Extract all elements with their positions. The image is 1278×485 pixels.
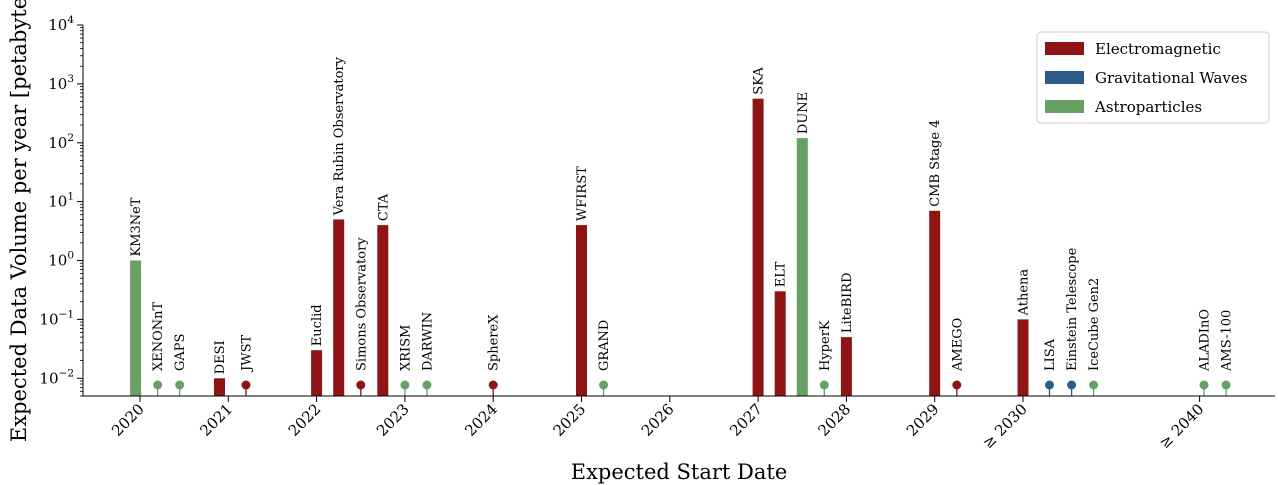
marker-jwst [241, 380, 251, 390]
marker-amego [952, 380, 962, 390]
bar-litebird [840, 337, 852, 396]
bar-elt [774, 291, 786, 396]
x-axis-title: Expected Start Date [571, 460, 788, 484]
marker-lisa [1045, 380, 1054, 390]
marker-xenonnt [153, 380, 163, 390]
marker-label: XENONnT [151, 301, 166, 371]
bar-label: Vera Rubin Observatory [332, 56, 347, 216]
marker-label: JWST [240, 335, 255, 373]
marker-label: GAPS [173, 334, 188, 371]
marker-simons-observatory [356, 380, 366, 390]
bar-label: KM3NeT [129, 197, 144, 256]
x-tick-label: 2023 [373, 400, 413, 440]
marker-darwin [422, 380, 432, 390]
marker-label: AMEGO [950, 318, 965, 372]
marker-hyperk [819, 380, 829, 390]
y-tick-label: 101 [48, 191, 74, 211]
marker-ams-100 [1221, 380, 1231, 390]
marker-einstein-telescope [1067, 380, 1077, 390]
bar-label: Athena [1017, 269, 1032, 317]
bar-vera-rubin-observatory [333, 219, 345, 396]
bar-km3net [130, 260, 142, 396]
marker-label: DARWIN [421, 312, 436, 371]
y-tick-label: 10−1 [39, 308, 74, 328]
x-tick-label: 2026 [638, 400, 678, 440]
x-tick-label: ≥ 2040 [1155, 400, 1207, 452]
y-tick-label: 10−2 [39, 367, 74, 387]
bar-label: WFIRST [575, 166, 590, 221]
y-tick-label: 100 [48, 250, 74, 270]
marker-gaps [175, 380, 185, 390]
x-tick-label: 2028 [814, 400, 854, 440]
bar-label: LiteBIRD [840, 272, 855, 333]
legend-swatch-gravitational-waves [1045, 71, 1084, 84]
x-tick-label: 2029 [903, 400, 943, 440]
bar-wfirst [576, 225, 587, 396]
bar-label: DESI [213, 340, 228, 374]
bar-cmb-stage-4 [929, 210, 941, 396]
bar-dune [796, 138, 808, 396]
legend-frame [1036, 31, 1270, 124]
x-tick-label: 2022 [285, 400, 325, 440]
bar-desi [214, 378, 225, 396]
markers-layer [153, 380, 1231, 396]
bar-label: CMB Stage 4 [928, 120, 943, 207]
legend-swatch-astroparticles [1045, 100, 1084, 113]
marker-xrism [400, 380, 410, 390]
legend: Electromagnetic Gravitational Waves Astrop… [1036, 31, 1270, 124]
bar-athena [1017, 319, 1029, 396]
bar-euclid [311, 350, 323, 396]
legend-label: Astroparticles [1094, 98, 1202, 116]
marker-label: GRAND [597, 320, 612, 371]
marker-label: SphereX [487, 314, 502, 371]
x-tick-label: 2020 [108, 400, 148, 440]
bar-label: CTA [376, 193, 391, 221]
y-ticks: 10−2 10−1 100 101 102 103 104 [39, 14, 83, 397]
marker-label: IceCube Gen2 [1087, 278, 1102, 371]
y-tick-label: 104 [48, 14, 74, 34]
x-tick-label: ≥ 2030 [979, 400, 1031, 452]
marker-label: Simons Observatory [354, 237, 369, 371]
marker-label: AMS-100 [1220, 310, 1235, 372]
legend-label: Electromagnetic [1095, 40, 1221, 58]
x-tick-label: 2025 [550, 400, 590, 440]
marker-label: LISA [1043, 338, 1058, 371]
x-tick-label: 2024 [461, 400, 501, 440]
bar-labels-layer: KM3NeT DESI Euclid Vera Rubin Observatory CT… [129, 56, 1235, 374]
marker-label: Einstein Telescope [1065, 247, 1080, 371]
bar-label: ELT [774, 261, 789, 287]
bar-cta [377, 225, 389, 396]
bar-ska [752, 98, 764, 396]
x-ticks: 2020 2021 2022 2023 2024 2025 2026 2027 2028 2029… [108, 396, 1207, 452]
legend-label: Gravitational Waves [1095, 69, 1247, 87]
marker-label: XRISM [398, 325, 413, 371]
marker-spherex [488, 380, 498, 390]
marker-aladino [1199, 380, 1209, 390]
marker-label: HyperK [818, 320, 833, 371]
marker-grand [599, 380, 609, 390]
marker-icecube-gen2 [1089, 380, 1099, 390]
x-tick-label: 2021 [196, 400, 236, 440]
bars-layer [130, 98, 1029, 396]
bar-label: Euclid [310, 304, 325, 346]
y-axis-title: Expected Data Volume per year [petabytes… [7, 0, 31, 442]
legend-swatch-electromagnetic [1045, 42, 1084, 55]
x-tick-label: 2027 [726, 400, 766, 440]
y-tick-label: 103 [48, 73, 74, 93]
y-tick-label: 102 [48, 132, 74, 152]
marker-label: ALADInO [1198, 309, 1213, 372]
bar-label: SKA [752, 67, 767, 95]
bar-label: DUNE [796, 92, 811, 134]
